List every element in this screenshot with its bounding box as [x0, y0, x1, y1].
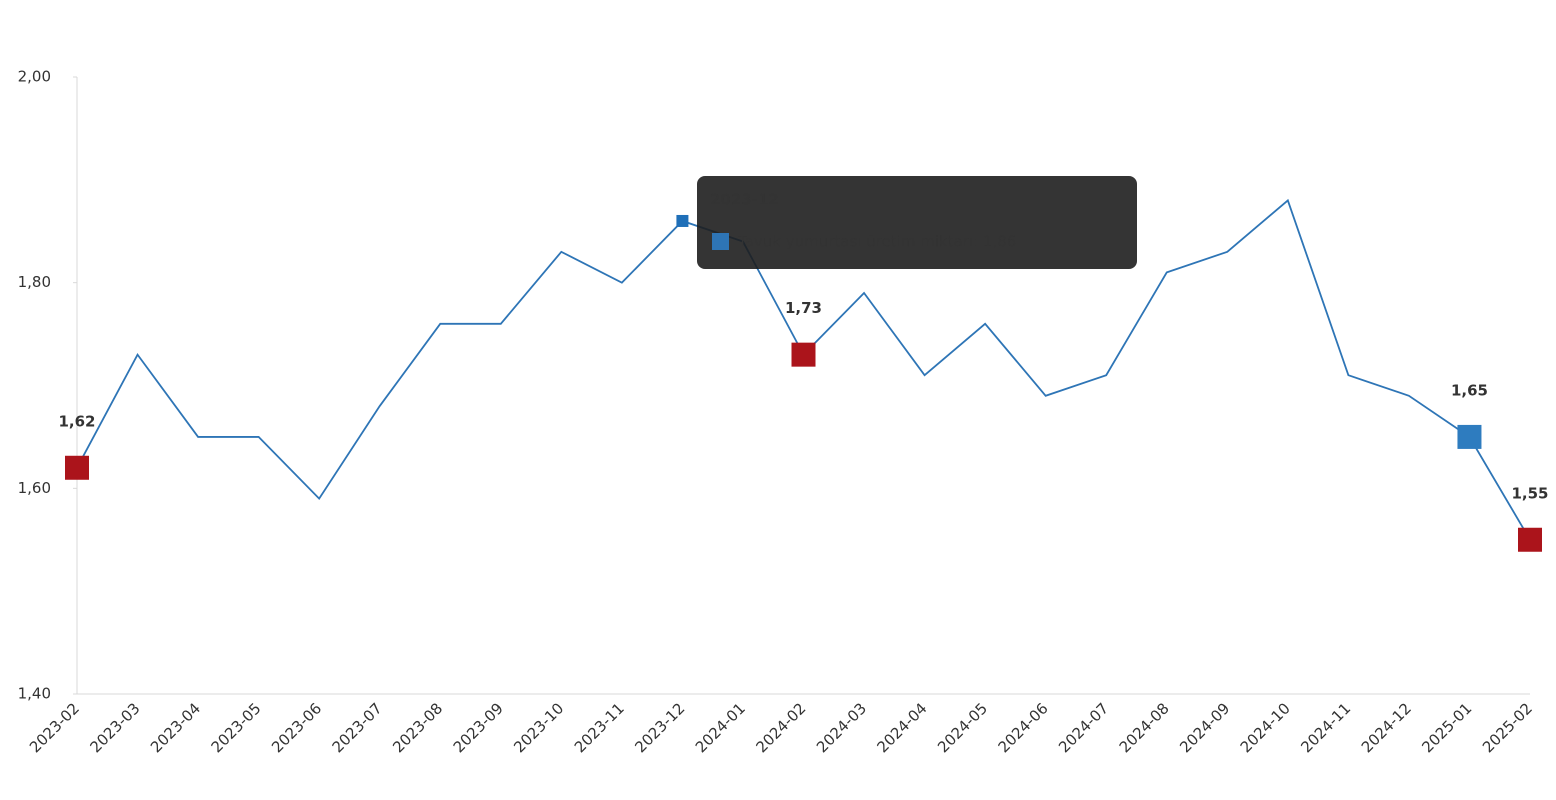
x-tick-label: 2024-12 — [1358, 699, 1415, 756]
x-tick-label: 2024-02 — [752, 699, 809, 756]
data-label: 1,62 — [58, 412, 95, 430]
x-tick-label: 2023-09 — [450, 699, 507, 756]
x-tick-label: 2023-02 — [26, 699, 83, 756]
tooltip-title: 2023-12 — [710, 191, 779, 209]
data-label: 1,55 — [1511, 484, 1548, 502]
x-tick-label: 2024-03 — [813, 699, 870, 756]
y-tick-label: 1,60 — [18, 479, 51, 497]
x-tick-label: 2024-04 — [874, 699, 931, 756]
x-tick-label: 2025-02 — [1479, 699, 1536, 756]
marker — [1457, 424, 1482, 449]
x-tick-label: 2025-01 — [1418, 699, 1475, 756]
x-tick-label: 2023-06 — [268, 699, 325, 756]
data-label: 1,65 — [1451, 381, 1488, 399]
tooltip: 2023-12 Tavuk yumurtası üretim miktarı: 1… — [697, 176, 1137, 269]
marker — [791, 342, 816, 367]
marker — [676, 214, 689, 227]
x-tick-label: 2023-07 — [329, 699, 386, 756]
x-tick-label: 2023-12 — [631, 699, 688, 756]
x-tick-label: 2024-01 — [692, 699, 749, 756]
x-tick-label: 2024-11 — [1297, 699, 1354, 756]
y-tick-label: 2,00 — [18, 68, 51, 86]
tooltip-text: Tavuk yumurtası üretim miktarı: 1,86 — [737, 233, 1016, 251]
x-tick-label: 2023-04 — [147, 699, 204, 756]
x-tick-label: 2023-08 — [389, 699, 446, 756]
x-tick-label: 2024-08 — [1116, 699, 1173, 756]
marker — [1518, 527, 1542, 552]
x-tick-label: 2024-10 — [1237, 699, 1294, 756]
x-tick-label: 2023-11 — [571, 699, 628, 756]
y-tick-label: 1,40 — [18, 685, 51, 703]
x-tick-label: 2024-09 — [1176, 699, 1233, 756]
marker — [65, 455, 89, 480]
x-tick-label: 2023-10 — [510, 699, 567, 756]
x-tick-label: 2024-05 — [934, 699, 991, 756]
x-tick-label: 2023-03 — [86, 699, 143, 756]
x-tick-label: 2024-07 — [1055, 699, 1112, 756]
x-tick-label: 2024-06 — [995, 699, 1052, 756]
y-tick-label: 1,80 — [18, 273, 51, 291]
tooltip-swatch — [712, 233, 729, 250]
x-tick-label: 2023-05 — [208, 699, 265, 756]
data-label: 1,73 — [785, 299, 822, 317]
tooltip-box — [697, 176, 1137, 269]
